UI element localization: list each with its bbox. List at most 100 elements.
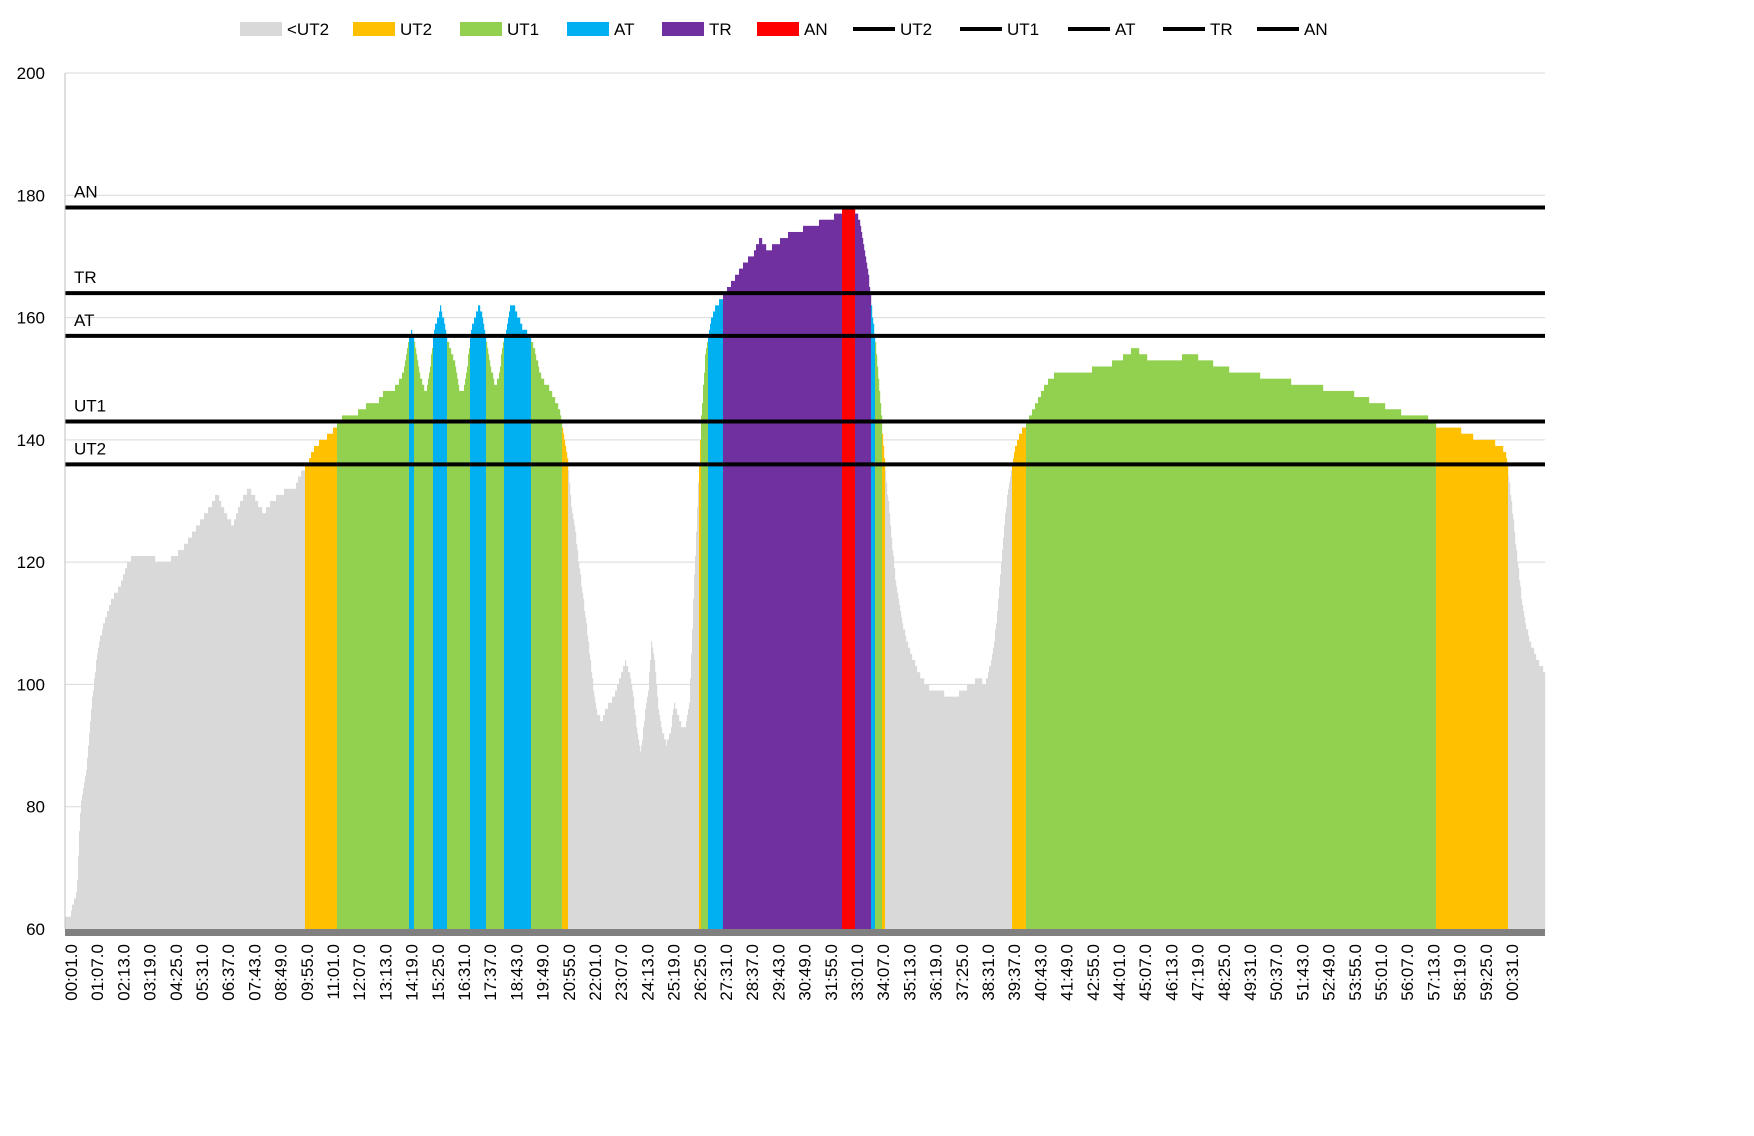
legend-item: <UT2 bbox=[240, 20, 329, 39]
hr-column bbox=[777, 244, 779, 929]
hr-column bbox=[168, 562, 170, 929]
hr-column bbox=[828, 219, 830, 929]
hr-column bbox=[565, 445, 567, 929]
hr-column bbox=[911, 653, 913, 929]
hr-column bbox=[1530, 641, 1532, 929]
hr-column bbox=[939, 690, 941, 929]
hr-column bbox=[1520, 586, 1522, 929]
hr-column bbox=[209, 507, 211, 929]
hr-column bbox=[740, 268, 742, 930]
hr-column bbox=[1386, 409, 1388, 929]
hr-column bbox=[786, 238, 788, 930]
hr-column bbox=[1457, 427, 1459, 929]
hr-column bbox=[1272, 378, 1274, 929]
hr-column bbox=[173, 556, 175, 929]
x-tick-label: 42:55.0 bbox=[1084, 944, 1103, 1001]
hr-column bbox=[1052, 378, 1054, 929]
hr-column bbox=[420, 378, 422, 929]
hr-column bbox=[633, 696, 635, 929]
hr-column bbox=[1201, 360, 1203, 929]
hr-column bbox=[428, 378, 430, 929]
x-tick-label: 17:37.0 bbox=[481, 944, 500, 1001]
hr-column bbox=[766, 250, 768, 930]
hr-column bbox=[485, 335, 487, 929]
hr-column bbox=[541, 378, 543, 929]
hr-column bbox=[1248, 372, 1250, 930]
hr-column bbox=[979, 678, 981, 929]
hr-column bbox=[509, 311, 511, 929]
hr-column bbox=[1240, 372, 1242, 930]
hr-column bbox=[1090, 372, 1092, 930]
hr-column bbox=[686, 721, 688, 929]
hr-column bbox=[1510, 494, 1512, 929]
hr-column bbox=[861, 231, 863, 929]
hr-column bbox=[819, 219, 821, 929]
hr-column bbox=[833, 219, 835, 929]
x-tick-label: 04:25.0 bbox=[167, 944, 186, 1001]
hr-column bbox=[1523, 611, 1525, 929]
hr-column bbox=[1482, 439, 1484, 929]
hr-column bbox=[622, 672, 624, 929]
hr-column bbox=[1041, 390, 1043, 929]
hr-column bbox=[1233, 372, 1235, 930]
hr-column bbox=[175, 556, 177, 929]
hr-column bbox=[1289, 378, 1291, 929]
hr-column bbox=[676, 708, 678, 929]
hr-column bbox=[626, 666, 628, 929]
hr-column bbox=[521, 323, 523, 930]
hr-column bbox=[811, 225, 813, 929]
hr-column bbox=[363, 409, 365, 929]
hr-column bbox=[1396, 409, 1398, 929]
hr-column bbox=[751, 256, 753, 929]
hr-column bbox=[1026, 421, 1028, 929]
hr-column bbox=[1346, 390, 1348, 929]
hr-column bbox=[1153, 360, 1155, 929]
hr-column bbox=[331, 433, 333, 929]
hr-column bbox=[1438, 427, 1440, 929]
legend-label: TR bbox=[1210, 20, 1233, 39]
legend-item: UT1 bbox=[460, 20, 539, 39]
hr-column bbox=[523, 329, 525, 929]
hr-column bbox=[518, 317, 520, 930]
hr-column bbox=[1492, 439, 1494, 929]
hr-column bbox=[1434, 421, 1436, 929]
legend-swatch bbox=[240, 22, 282, 36]
hr-column bbox=[1177, 360, 1179, 929]
hr-column bbox=[616, 690, 618, 929]
hr-column bbox=[611, 702, 613, 929]
hr-column bbox=[1484, 439, 1486, 929]
hr-column bbox=[1215, 366, 1217, 929]
hr-column bbox=[1389, 409, 1391, 929]
hr-column bbox=[824, 219, 826, 929]
hr-column bbox=[1349, 390, 1351, 929]
hr-column bbox=[1536, 659, 1538, 929]
hr-column bbox=[836, 213, 838, 930]
hr-column bbox=[1379, 403, 1381, 930]
legend-item: UT2 bbox=[353, 20, 432, 39]
hr-column bbox=[178, 549, 180, 929]
hr-column bbox=[857, 213, 859, 930]
hr-column bbox=[830, 219, 832, 929]
hr-column bbox=[275, 501, 277, 929]
hr-column bbox=[682, 727, 684, 929]
hr-column bbox=[147, 556, 149, 929]
hr-column bbox=[1314, 384, 1316, 929]
hr-column bbox=[371, 403, 373, 930]
hr-column bbox=[476, 311, 478, 929]
hr-column bbox=[1306, 384, 1308, 929]
hr-column bbox=[662, 733, 664, 929]
hr-column bbox=[840, 213, 842, 930]
hr-column bbox=[182, 549, 184, 929]
hr-column bbox=[986, 678, 988, 929]
hr-column bbox=[1303, 384, 1305, 929]
hr-column bbox=[247, 488, 249, 929]
hr-column bbox=[971, 684, 973, 929]
hr-column bbox=[599, 715, 601, 929]
hr-column bbox=[1300, 384, 1302, 929]
hr-column bbox=[1444, 427, 1446, 929]
hr-column bbox=[845, 207, 847, 929]
hr-column bbox=[1207, 360, 1209, 929]
hr-column bbox=[489, 360, 491, 929]
hr-column bbox=[705, 354, 707, 929]
hr-column bbox=[334, 427, 336, 929]
